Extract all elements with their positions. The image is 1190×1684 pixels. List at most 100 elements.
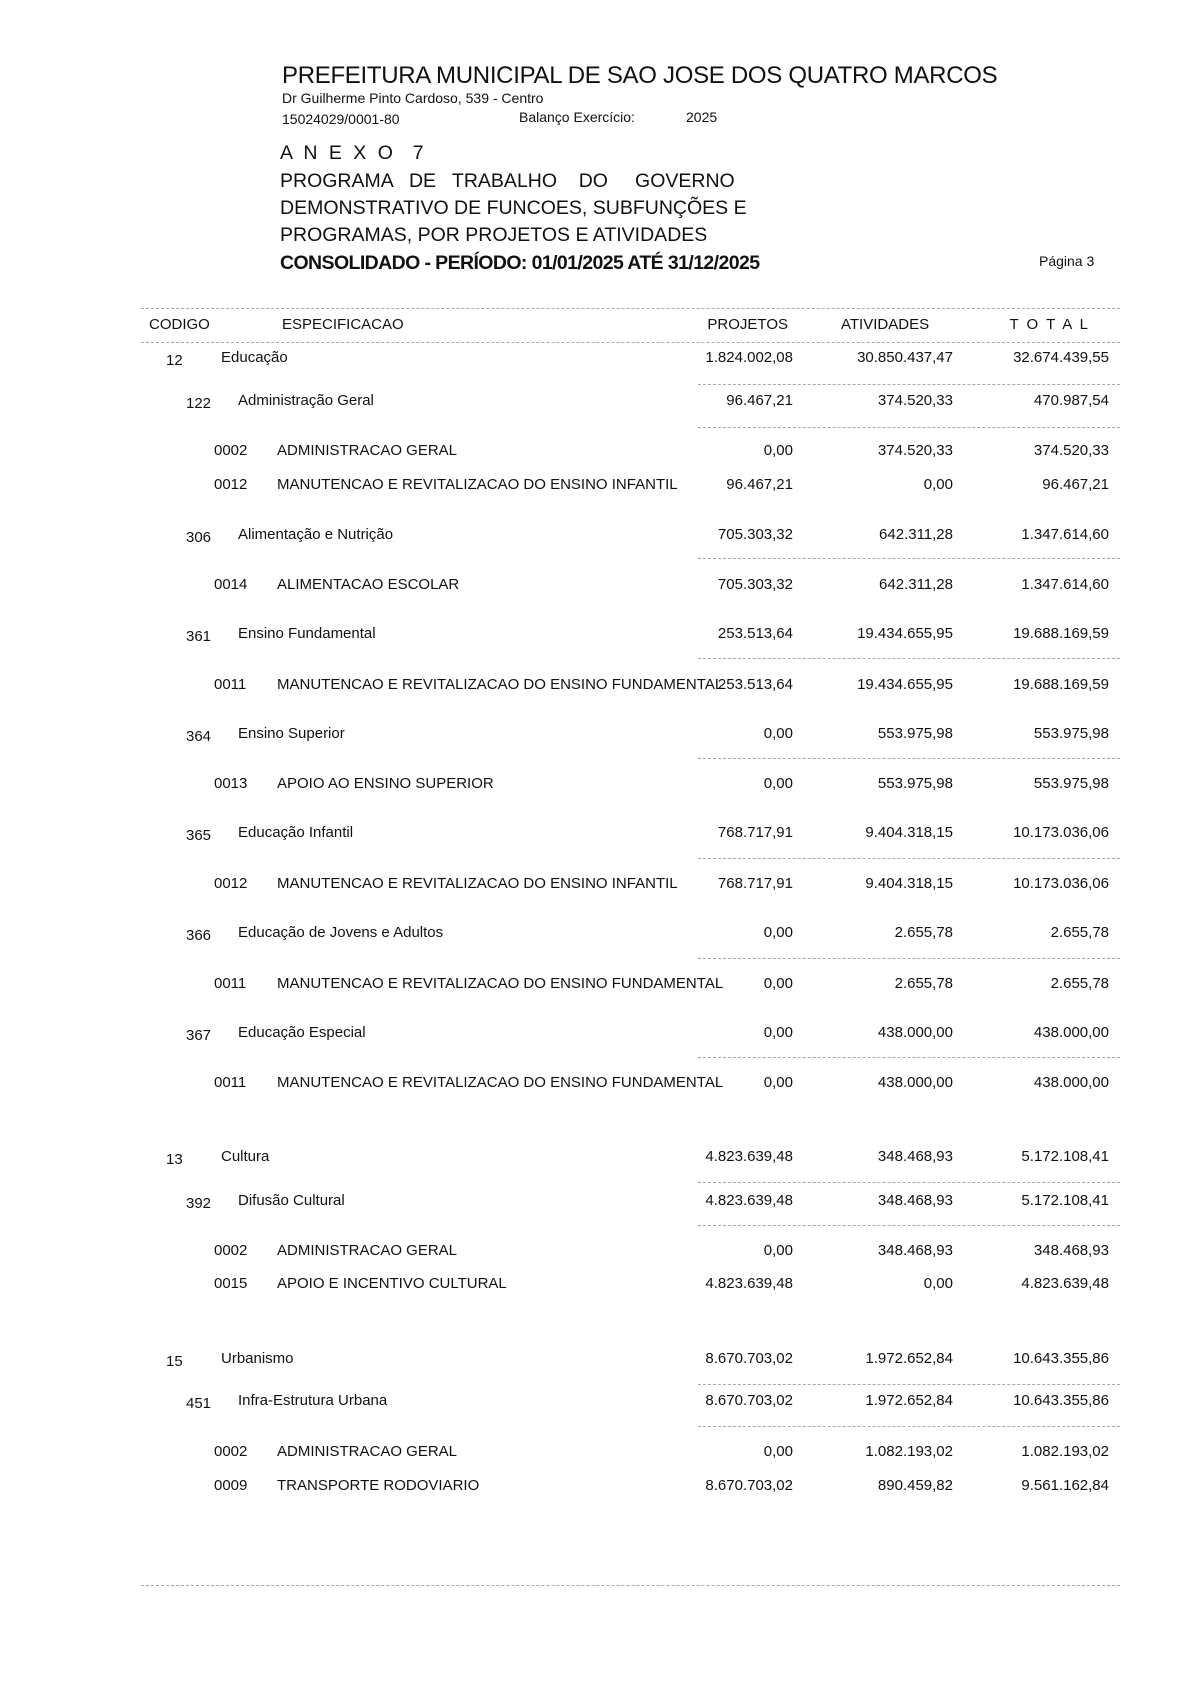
- exercise-year: 2025: [686, 109, 718, 125]
- row-activities: 1.972.652,84: [865, 1350, 953, 1367]
- row-total: 374.520,33: [1033, 442, 1109, 459]
- col-spec: ESPECIFICACAO: [282, 316, 404, 333]
- col-code: CODIGO: [149, 316, 210, 333]
- row-activities: 642.311,28: [879, 576, 953, 593]
- report-period: CONSOLIDADO - PERÍODO: 01/01/2025 ATÉ 31…: [280, 252, 760, 274]
- row-activities: 553.975,98: [877, 775, 953, 792]
- row-code: 0002: [214, 1443, 248, 1460]
- row-activities: 348.468,93: [877, 1242, 953, 1259]
- row-code: 0015: [214, 1275, 248, 1292]
- row-name: MANUTENCAO E REVITALIZACAO DO ENSINO FUN…: [277, 975, 724, 992]
- row-projects: 0,00: [763, 1074, 793, 1091]
- row-code: 392: [186, 1195, 212, 1212]
- row-name: Alimentação e Nutrição: [238, 526, 394, 543]
- row-activities: 19.434.655,95: [857, 625, 953, 642]
- row-divider: [698, 658, 1120, 659]
- row-projects: 0,00: [763, 975, 793, 992]
- row-activities: 890.459,82: [877, 1477, 953, 1494]
- row-activities: 374.520,33: [877, 392, 953, 409]
- row-name: ADMINISTRACAO GERAL: [277, 1443, 458, 1460]
- row-total: 1.347.614,60: [1021, 576, 1109, 593]
- row-name: ADMINISTRACAO GERAL: [277, 1242, 458, 1259]
- row-projects: 4.823.639,48: [705, 1275, 793, 1292]
- row-activities: 0,00: [923, 1275, 953, 1292]
- row-code: 0012: [214, 875, 248, 892]
- address: Dr Guilherme Pinto Cardoso, 539 - Centro: [282, 90, 544, 106]
- row-name: MANUTENCAO E REVITALIZACAO DO ENSINO FUN…: [277, 676, 724, 693]
- exercise-label: Balanço Exercício:: [519, 109, 635, 125]
- row-name: Urbanismo: [221, 1350, 294, 1367]
- row-total: 2.655,78: [1050, 975, 1109, 992]
- row-name: Infra-Estrutura Urbana: [238, 1392, 388, 1409]
- row-code: 0011: [214, 975, 247, 992]
- row-projects: 0,00: [763, 924, 793, 941]
- row-code: 0002: [214, 442, 248, 459]
- row-projects: 4.823.639,48: [705, 1192, 793, 1209]
- row-activities: 553.975,98: [877, 725, 953, 742]
- row-activities: 438.000,00: [877, 1024, 953, 1041]
- row-total: 348.468,93: [1033, 1242, 1109, 1259]
- row-name: Difusão Cultural: [238, 1192, 345, 1209]
- row-projects: 0,00: [763, 725, 793, 742]
- col-projects: PROJETOS: [707, 316, 788, 333]
- row-code: 0009: [214, 1477, 248, 1494]
- row-name: Educação Especial: [238, 1024, 366, 1041]
- row-activities: 30.850.437,47: [857, 349, 953, 366]
- row-activities: 9.404.318,15: [865, 875, 953, 892]
- row-projects: 253.513,64: [717, 625, 793, 642]
- row-code: 365: [186, 827, 212, 844]
- row-projects: 1.824.002,08: [705, 349, 793, 366]
- row-code: 0011: [214, 1074, 247, 1091]
- row-code: 364: [186, 728, 212, 745]
- row-projects: 0,00: [763, 1024, 793, 1041]
- footer-divider: [141, 1585, 1120, 1586]
- row-activities: 9.404.318,15: [865, 824, 953, 841]
- row-name: MANUTENCAO E REVITALIZACAO DO ENSINO FUN…: [277, 1074, 724, 1091]
- row-activities: 374.520,33: [877, 442, 953, 459]
- row-divider: [698, 384, 1120, 385]
- row-total: 4.823.639,48: [1021, 1275, 1109, 1292]
- row-name: MANUTENCAO E REVITALIZACAO DO ENSINO INF…: [277, 476, 678, 493]
- row-total: 96.467,21: [1042, 476, 1109, 493]
- row-activities: 2.655,78: [894, 924, 953, 941]
- row-code: 0013: [214, 775, 248, 792]
- row-projects: 8.670.703,02: [705, 1392, 793, 1409]
- row-activities: 0,00: [923, 476, 953, 493]
- row-projects: 705.303,32: [717, 576, 793, 593]
- row-projects: 768.717,91: [717, 875, 793, 892]
- row-projects: 705.303,32: [717, 526, 793, 543]
- row-name: Ensino Fundamental: [238, 625, 376, 642]
- row-code: 122: [186, 395, 212, 412]
- row-name: Educação Infantil: [238, 824, 354, 841]
- row-code: 12: [166, 352, 183, 369]
- row-projects: 8.670.703,02: [705, 1350, 793, 1367]
- row-divider: [698, 1384, 1120, 1385]
- row-code: 13: [166, 1151, 183, 1168]
- row-total: 5.172.108,41: [1021, 1192, 1109, 1209]
- row-total: 553.975,98: [1033, 775, 1109, 792]
- row-total: 5.172.108,41: [1021, 1148, 1109, 1165]
- divider: [141, 308, 1120, 309]
- cnpj: 15024029/0001-80: [282, 111, 400, 127]
- annex-title: A N E X O 7: [280, 142, 427, 164]
- row-code: 451: [186, 1395, 212, 1412]
- row-total: 10.643.355,86: [1013, 1350, 1109, 1367]
- row-activities: 642.311,28: [879, 526, 953, 543]
- row-activities: 2.655,78: [894, 975, 953, 992]
- row-code: 366: [186, 927, 212, 944]
- row-code: 361: [186, 628, 212, 645]
- row-projects: 0,00: [763, 1242, 793, 1259]
- row-activities: 1.082.193,02: [865, 1443, 953, 1460]
- row-name: ADMINISTRACAO GERAL: [277, 442, 458, 459]
- row-activities: 348.468,93: [877, 1148, 953, 1165]
- row-divider: [698, 1182, 1120, 1183]
- row-name: MANUTENCAO E REVITALIZACAO DO ENSINO INF…: [277, 875, 678, 892]
- row-total: 32.674.439,55: [1013, 349, 1109, 366]
- row-total: 10.173.036,06: [1013, 824, 1109, 841]
- row-total: 9.561.162,84: [1021, 1477, 1109, 1494]
- row-projects: 4.823.639,48: [705, 1148, 793, 1165]
- row-divider: [698, 558, 1120, 559]
- row-code: 0002: [214, 1242, 248, 1259]
- row-total: 553.975,98: [1033, 725, 1109, 742]
- row-total: 2.655,78: [1050, 924, 1109, 941]
